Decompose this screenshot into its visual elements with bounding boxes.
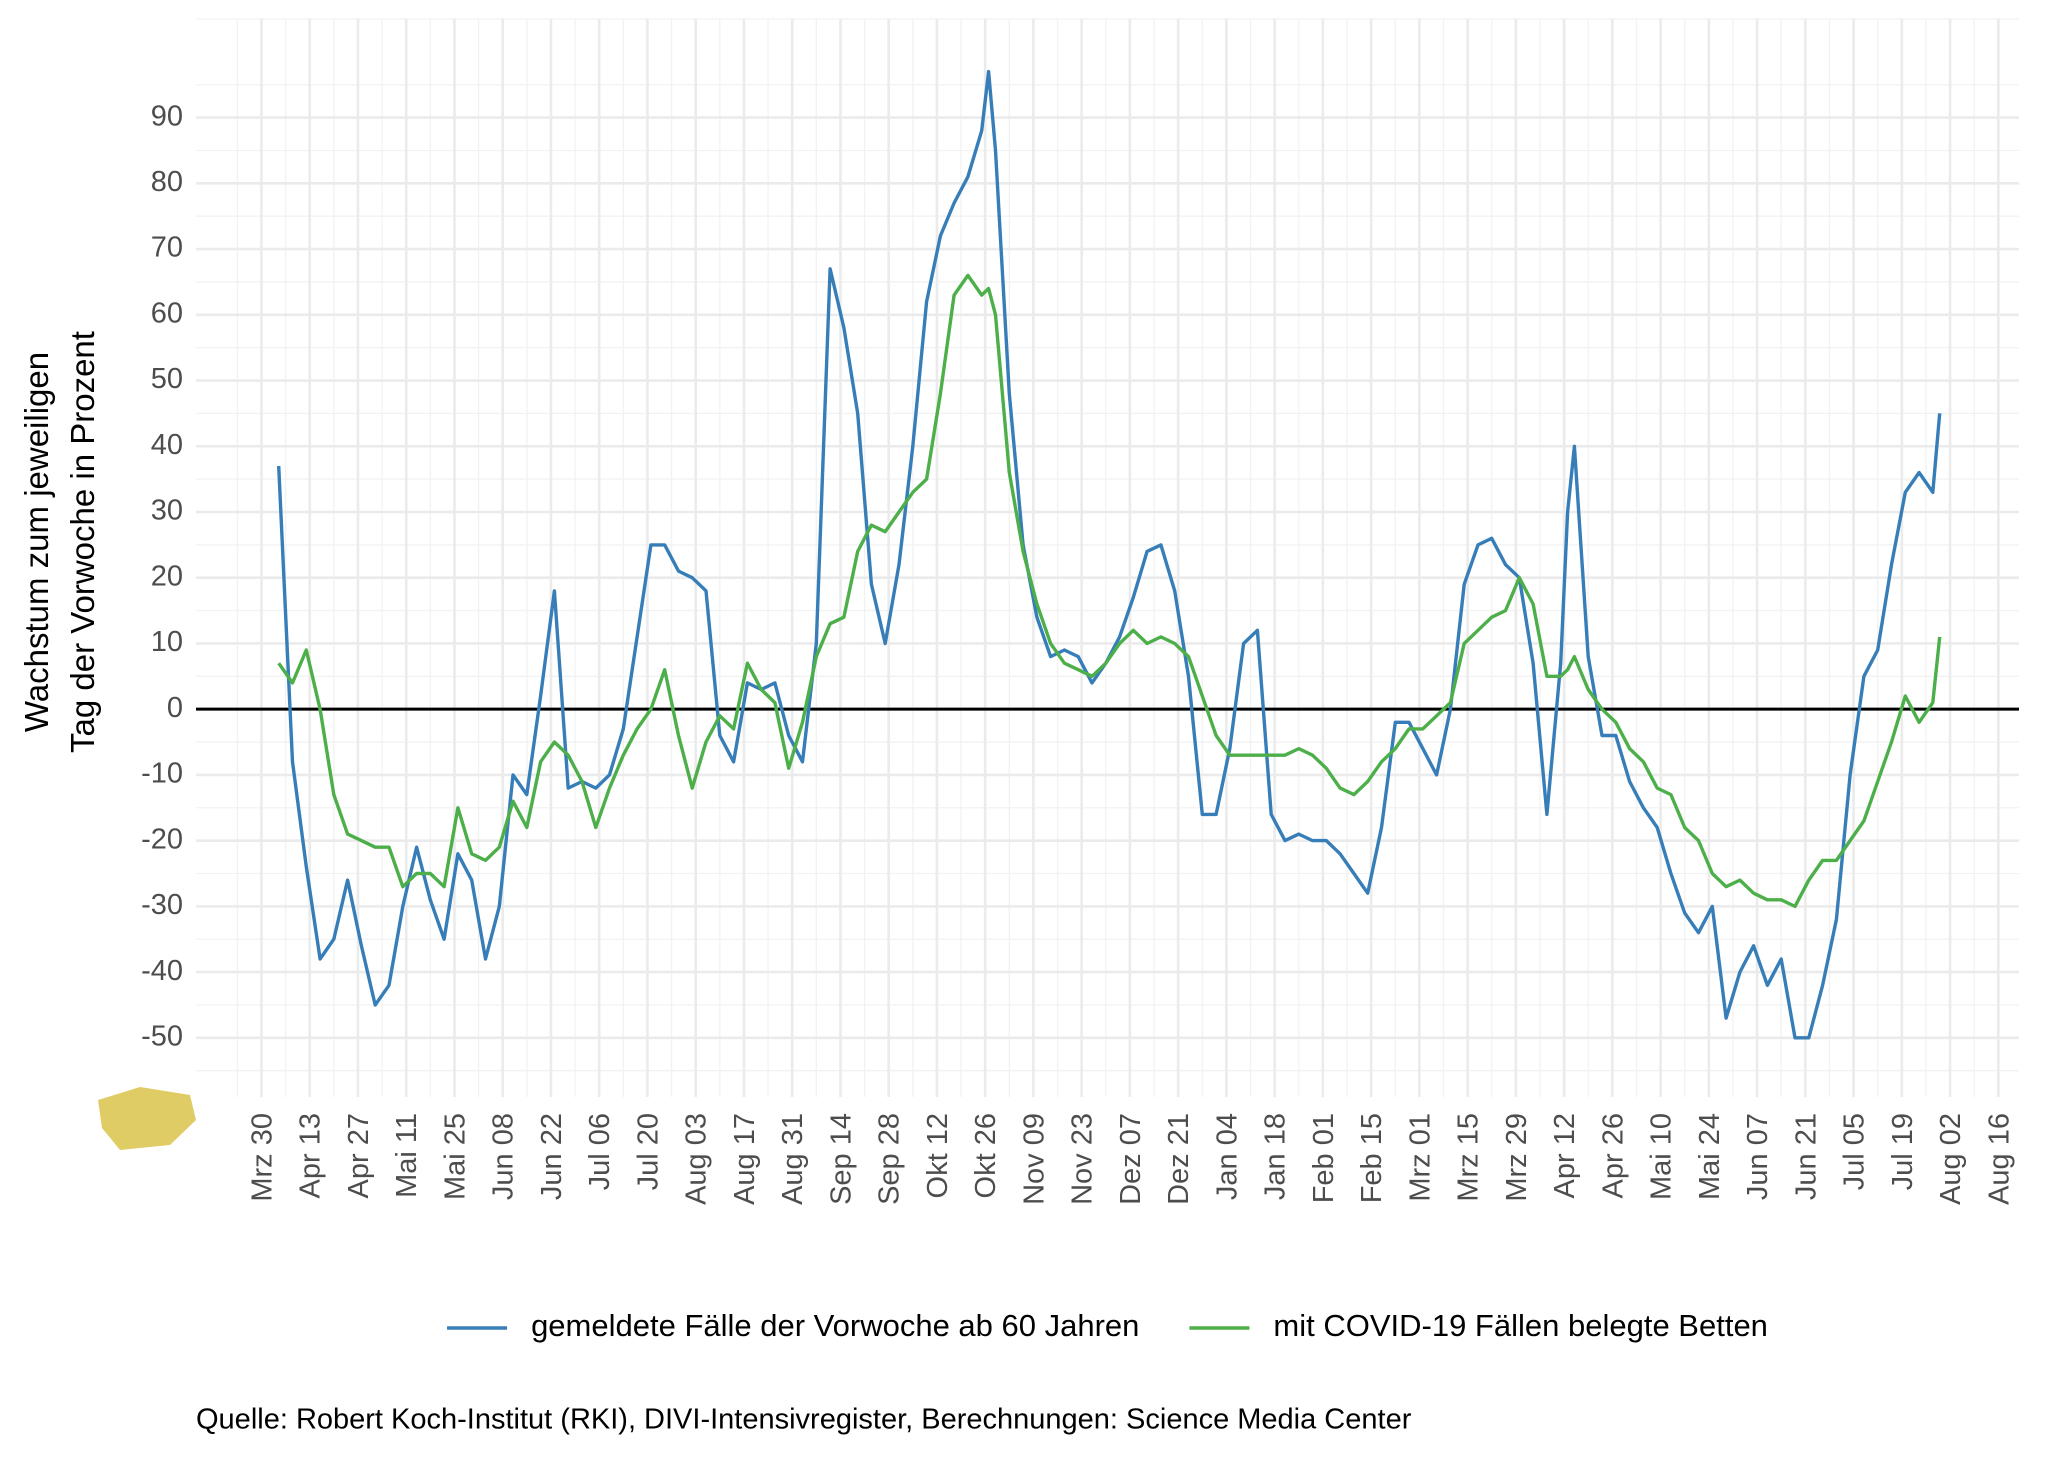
legend: gemeldete Fälle der Vorwoche ab 60 Jahre… <box>447 1308 1768 1343</box>
y-tick-label: 0 <box>167 692 183 724</box>
x-tick-label: Jul 06 <box>584 1113 616 1190</box>
x-tick-label: Feb 01 <box>1308 1113 1340 1203</box>
x-tick-label: Apr 27 <box>343 1113 375 1198</box>
x-tick-label: Mrz 15 <box>1453 1113 1485 1202</box>
y-axis-title: Wachstum zum jeweiligen <box>18 352 55 732</box>
x-tick-label: Aug 02 <box>1935 1113 1967 1205</box>
x-tick-label: Nov 23 <box>1067 1113 1099 1205</box>
x-tick-label: Jun 21 <box>1790 1113 1822 1200</box>
y-tick-label: -10 <box>141 758 183 790</box>
y-axis-title: Tag der Vorwoche in Prozent <box>64 331 101 753</box>
legend-label: mit COVID-19 Fällen belegte Betten <box>1273 1308 1768 1343</box>
y-tick-label: 70 <box>151 232 183 264</box>
series-line <box>277 69 1942 1040</box>
x-tick-label: Jan 04 <box>1211 1113 1243 1200</box>
y-tick-label: -40 <box>141 955 183 987</box>
x-tick-label: Jun 08 <box>488 1113 520 1200</box>
x-tick-label: Mai 24 <box>1694 1113 1726 1200</box>
x-tick-label: Dez 07 <box>1115 1113 1147 1205</box>
y-tick-label: 90 <box>151 100 183 132</box>
x-tick-label: Jun 07 <box>1742 1113 1774 1200</box>
x-tick-label: Okt 12 <box>922 1113 954 1198</box>
x-tick-label: Mrz 29 <box>1501 1113 1533 1202</box>
y-tick-label: 40 <box>151 429 183 461</box>
x-tick-label: Apr 13 <box>295 1113 327 1198</box>
x-tick-label: Apr 26 <box>1597 1113 1629 1198</box>
x-tick-label: Jul 19 <box>1887 1113 1919 1190</box>
y-tick-label: 20 <box>151 560 183 592</box>
x-tick-label: Sep 14 <box>825 1113 857 1205</box>
x-tick-label: Jan 18 <box>1260 1113 1292 1200</box>
y-tick-label: 10 <box>151 626 183 658</box>
x-tick-label: Apr 12 <box>1549 1113 1581 1198</box>
x-tick-label: Nov 09 <box>1018 1113 1050 1205</box>
x-tick-label: Mai 25 <box>439 1113 471 1200</box>
x-tick-label: Aug 31 <box>777 1113 809 1205</box>
x-tick-label: Mai 10 <box>1646 1113 1678 1200</box>
y-tick-label: 60 <box>151 297 183 329</box>
y-tick-label: 50 <box>151 363 183 395</box>
x-tick-label: Okt 26 <box>970 1113 1002 1198</box>
x-tick-label: Mrz 01 <box>1404 1113 1436 1202</box>
axes: -50 -40 -30 -20 -10 0 10 20 30 40 50 60 70 80 90 Mrz 30… <box>141 100 2015 1205</box>
x-tick-label: Mrz 30 <box>246 1113 278 1202</box>
y-tick-label: 30 <box>151 495 183 527</box>
y-tick-label: -30 <box>141 889 183 921</box>
series-line <box>277 273 1942 909</box>
caption: Quelle: Robert Koch-Institut (RKI), DIVI… <box>196 1404 1412 1436</box>
logo <box>98 1087 196 1150</box>
y-tick-label: 80 <box>151 166 183 198</box>
x-tick-label: Dez 21 <box>1163 1113 1195 1205</box>
y-tick-label: -50 <box>141 1020 183 1052</box>
x-tick-label: Feb 15 <box>1356 1113 1388 1203</box>
x-tick-label: Jul 05 <box>1839 1113 1871 1190</box>
plot-area <box>196 69 2019 1040</box>
x-tick-label: Aug 16 <box>1983 1113 2015 1205</box>
x-tick-label: Aug 17 <box>729 1113 761 1205</box>
x-tick-label: Jul 20 <box>632 1113 664 1190</box>
x-tick-label: Aug 03 <box>681 1113 713 1205</box>
x-tick-label: Sep 28 <box>874 1113 906 1205</box>
x-tick-label: Jun 22 <box>536 1113 568 1200</box>
x-tick-label: Mai 11 <box>391 1113 423 1198</box>
legend-label: gemeldete Fälle der Vorwoche ab 60 Jahre… <box>531 1308 1139 1343</box>
y-tick-label: -20 <box>141 823 183 855</box>
